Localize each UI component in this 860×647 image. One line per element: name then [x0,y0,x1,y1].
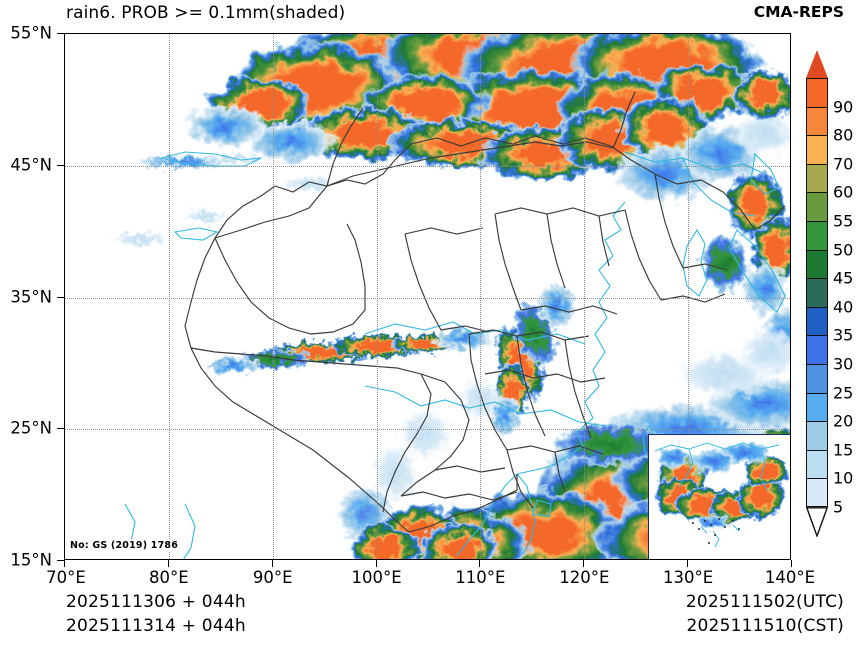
colorbar-cell[interactable] [806,220,828,250]
gridline-horizontal [65,429,790,431]
colorbar-tick-label: 10 [833,468,854,488]
page-title: rain6. PROB >= 0.1mm(shaded) [66,3,346,23]
gridline-vertical [168,34,170,559]
colorbar-tick-label: 55 [833,211,854,231]
y-axis-label: 45°N [10,155,52,175]
y-axis-label: 15°N [10,550,52,570]
y-tick [57,296,64,298]
y-tick [57,560,64,561]
inset-coastline [654,442,780,548]
footer-init-time-utc: 2025111306 + 044h [66,592,246,612]
colorbar-cell[interactable] [806,363,828,393]
y-tick [57,33,64,34]
x-tick [167,560,169,567]
footer-init-time-cst: 2025111314 + 044h [66,616,246,636]
footer-valid-time-utc: 2025111502(UTC) [685,592,844,612]
colorbar-tick-label: 25 [833,383,854,403]
x-axis-label: 120°E [559,568,610,587]
coastline-layer [124,151,790,559]
y-tick [57,428,64,430]
colorbar-tick-label: 40 [833,297,854,317]
gridline-vertical [480,34,482,559]
y-axis-label: 35°N [10,287,52,306]
gridline-vertical [272,34,274,559]
y-axis-label: 55°N [10,23,52,43]
map-license-watermark: No: GS (2019) 1786 [68,539,181,552]
colorbar-cell[interactable] [806,449,828,479]
x-tick [375,560,377,567]
colorbar-cell[interactable] [806,278,828,307]
colorbar-tick-label: 30 [833,354,854,374]
x-axis-label: 90°E [252,568,293,587]
inset-shaded-field [655,441,789,531]
colorbar-tick-label: 60 [833,182,854,202]
x-axis-label: 70°E [46,568,86,587]
colorbar-cell[interactable] [806,78,828,107]
colorbar-cell[interactable] [806,478,828,507]
gridline-vertical [688,34,690,559]
colorbar-under-arrow-outline [806,507,828,537]
x-tick [271,560,273,567]
colorbar-cell[interactable] [806,163,828,193]
colorbar-cell[interactable] [806,421,828,450]
colorbar-cell[interactable] [806,192,828,221]
colorbar-tick-label: 90 [833,97,854,117]
colorbar-over-arrow [806,50,828,78]
gridline-horizontal [65,165,790,167]
colorbar-tick-label: 45 [833,268,854,288]
x-tick [687,560,689,567]
colorbar-cell[interactable] [806,335,828,364]
x-tick [583,560,585,567]
gridline-vertical [376,34,378,559]
gridline-vertical [584,34,586,559]
model-label: CMA-REPS [753,3,844,21]
colorbar-tick-label: 20 [833,411,854,431]
map-plot-area[interactable]: No: GS (2019) 1786 [64,33,791,560]
footer-valid-time-cst: 2025111510(CST) [686,616,844,636]
x-tick [791,560,792,567]
inset-map-south-china-sea[interactable] [648,434,790,559]
colorbar-cells[interactable] [806,78,828,507]
colorbar-tick-label: 80 [833,125,854,145]
x-axis-label: 100°E [351,568,402,587]
colorbar-cell[interactable] [806,135,828,164]
colorbar-cell[interactable] [806,249,828,279]
colorbar-cell[interactable] [806,306,828,336]
colorbar-tick-label: 5 [833,497,844,517]
x-tick [64,560,65,567]
x-axis-label: 130°E [663,568,714,587]
y-tick [57,164,64,166]
colorbar-tick-label: 35 [833,325,854,345]
x-axis-label: 140°E [764,568,816,587]
inset-map-canvas [654,441,789,548]
colorbar-cell[interactable] [806,392,828,422]
y-axis-label: 25°N [10,418,52,438]
inset-island-dots [692,518,740,544]
gridline-horizontal [65,297,790,299]
x-axis-label: 110°E [455,568,506,587]
colorbar-tick-label: 15 [833,440,854,460]
colorbar-tick-label: 70 [833,154,854,174]
colorbar-cell[interactable] [806,106,828,136]
colorbar-tick-label: 50 [833,240,854,260]
x-tick [479,560,481,567]
x-axis-label: 80°E [148,568,189,587]
